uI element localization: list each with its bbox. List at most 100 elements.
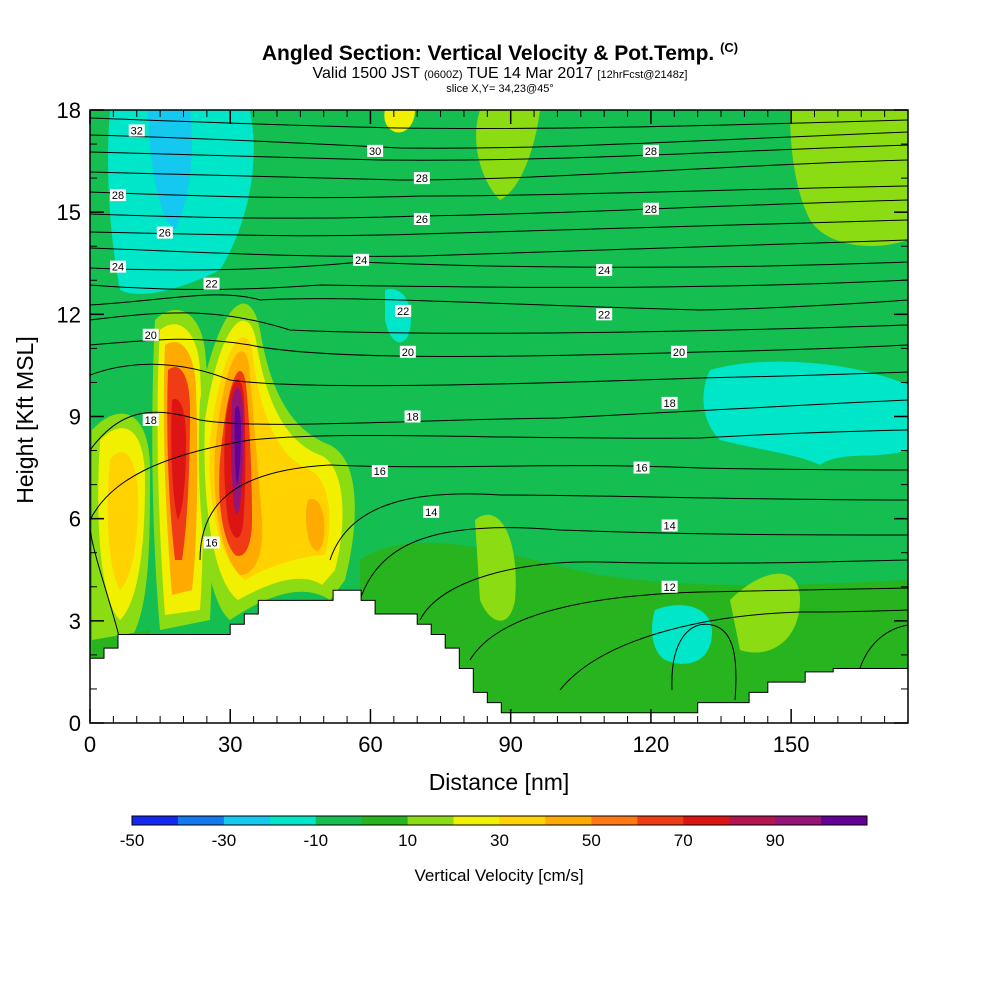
colorbar-tick-label: 90	[766, 831, 785, 850]
colorbar-swatch	[821, 816, 868, 825]
contour-label: 28	[112, 190, 124, 202]
contour-label: 16	[635, 463, 647, 475]
contour-line-15	[329, 493, 908, 561]
y-tick-label: 3	[69, 609, 81, 634]
colorbar-tick-label: -10	[303, 831, 328, 850]
contour-label-box	[353, 253, 370, 266]
x-tick-label: 150	[773, 732, 810, 757]
colorbar-swatch	[637, 816, 684, 825]
colorbar-swatch	[361, 816, 409, 825]
contour-label-box	[203, 277, 220, 290]
contour-label: 14	[425, 507, 437, 519]
contour-label-box	[661, 396, 678, 409]
contour-label-box	[661, 519, 678, 532]
contour-closed-lower-right	[671, 623, 737, 701]
contour-label-box	[404, 410, 421, 423]
field-patch-cyan-lower	[652, 605, 713, 664]
velocity-field	[90, 110, 908, 723]
contour-label: 30	[369, 146, 381, 158]
contour-label-box	[395, 304, 412, 317]
theta-contours	[90, 117, 908, 701]
contour-line-11	[559, 609, 908, 691]
contour-line-lower-right	[859, 624, 908, 669]
contour-line-16	[199, 464, 908, 561]
colorbar-tick-label: 70	[674, 831, 693, 850]
contour-label-box	[596, 264, 613, 277]
field-patch-lower-right	[730, 573, 800, 653]
colorbar-swatch	[407, 816, 455, 825]
colorbar: -50 -30 -10 10 30 50 70 90	[120, 815, 868, 850]
field-patch-cyan-right	[703, 361, 908, 465]
colorbar-swatch	[775, 816, 822, 825]
contour-label: 22	[205, 279, 217, 291]
contour-line-13	[419, 559, 908, 621]
contour-label-box	[142, 328, 159, 341]
chart-title: Angled Section: Vertical Velocity & Pot.…	[261, 40, 739, 65]
y-tick-label: 9	[69, 405, 81, 430]
contour-label: 20	[673, 347, 685, 359]
colorbar-swatch	[499, 816, 546, 825]
colorbar-swatch	[177, 816, 225, 825]
contour-line-20	[90, 338, 908, 357]
contour-label: 22	[397, 306, 409, 318]
updraft-left-gold	[107, 452, 138, 590]
colorbar-swatch	[545, 816, 592, 825]
updraft-central-core	[171, 399, 186, 520]
contour-label: 12	[663, 582, 675, 594]
contour-line-23	[90, 279, 908, 291]
colorbar-tick-label: 10	[398, 831, 417, 850]
y-tick-label: 18	[57, 98, 81, 123]
x-axis: 0 30 60 90 120 150	[84, 110, 886, 757]
contour-label: 32	[131, 125, 143, 137]
colorbar-tick-label: 30	[490, 831, 509, 850]
field-patch-orange-right	[305, 499, 325, 551]
y-axis-title: Height [Kft MSL]	[12, 336, 38, 503]
contour-label: 26	[416, 214, 428, 226]
contour-label-box	[413, 172, 430, 185]
y-tick-label: 12	[57, 302, 81, 327]
colorbar-swatch	[729, 816, 776, 825]
contour-label-box	[156, 226, 173, 239]
contour-line-19	[90, 363, 908, 387]
x-tick-label: 120	[633, 732, 670, 757]
contour-label: 20	[145, 330, 157, 342]
contour-label-box	[367, 144, 384, 157]
contour-line-lower-left	[90, 529, 121, 641]
chart-title-block: Angled Section: Vertical Velocity & Pot.…	[0, 36, 1000, 96]
contour-label-box	[596, 308, 613, 321]
contour-label-box	[423, 505, 440, 518]
contour-labels: 32 30 28 28 28 28 26 26 24 24 24 22 22 22 20 20 20 18 18 18…	[110, 124, 687, 594]
y-tick-label: 15	[57, 200, 81, 225]
contour-label-box	[399, 345, 416, 358]
x-tick-label: 90	[498, 732, 522, 757]
field-patch-yellow-top	[384, 110, 415, 133]
contour-label-box	[128, 124, 145, 137]
contour-label: 16	[374, 466, 386, 478]
contour-label-box	[110, 260, 127, 273]
contour-line-28	[90, 185, 908, 199]
colorbar-tick-label: 50	[582, 831, 601, 850]
contour-label: 28	[645, 146, 657, 158]
x-axis-title: Distance [nm]	[429, 769, 570, 795]
colorbar-swatch	[269, 816, 317, 825]
contour-label: 18	[145, 415, 157, 427]
y-tick-label: 6	[69, 507, 81, 532]
colorbar-swatch	[315, 816, 363, 825]
field-patch-lower-mid	[475, 514, 516, 621]
field-patch-upper-right	[790, 110, 908, 246]
contour-label-box	[670, 345, 687, 358]
contour-label: 28	[416, 173, 428, 185]
contour-label-box	[642, 202, 659, 215]
colorbar-swatch	[223, 816, 271, 825]
contour-label: 20	[402, 347, 414, 359]
contour-label-box	[371, 464, 388, 477]
contour-label: 28	[645, 204, 657, 216]
contour-line-17	[90, 429, 908, 521]
y-axis: 0 3 6 9 12 15 18	[57, 98, 908, 736]
contour-label-box	[413, 212, 430, 225]
x-tick-label: 0	[84, 732, 96, 757]
field-patch-upper-mid	[476, 110, 540, 200]
contour-line-26	[90, 219, 908, 237]
y-tick-label: 0	[69, 711, 81, 736]
colorbar-swatch	[453, 816, 500, 825]
